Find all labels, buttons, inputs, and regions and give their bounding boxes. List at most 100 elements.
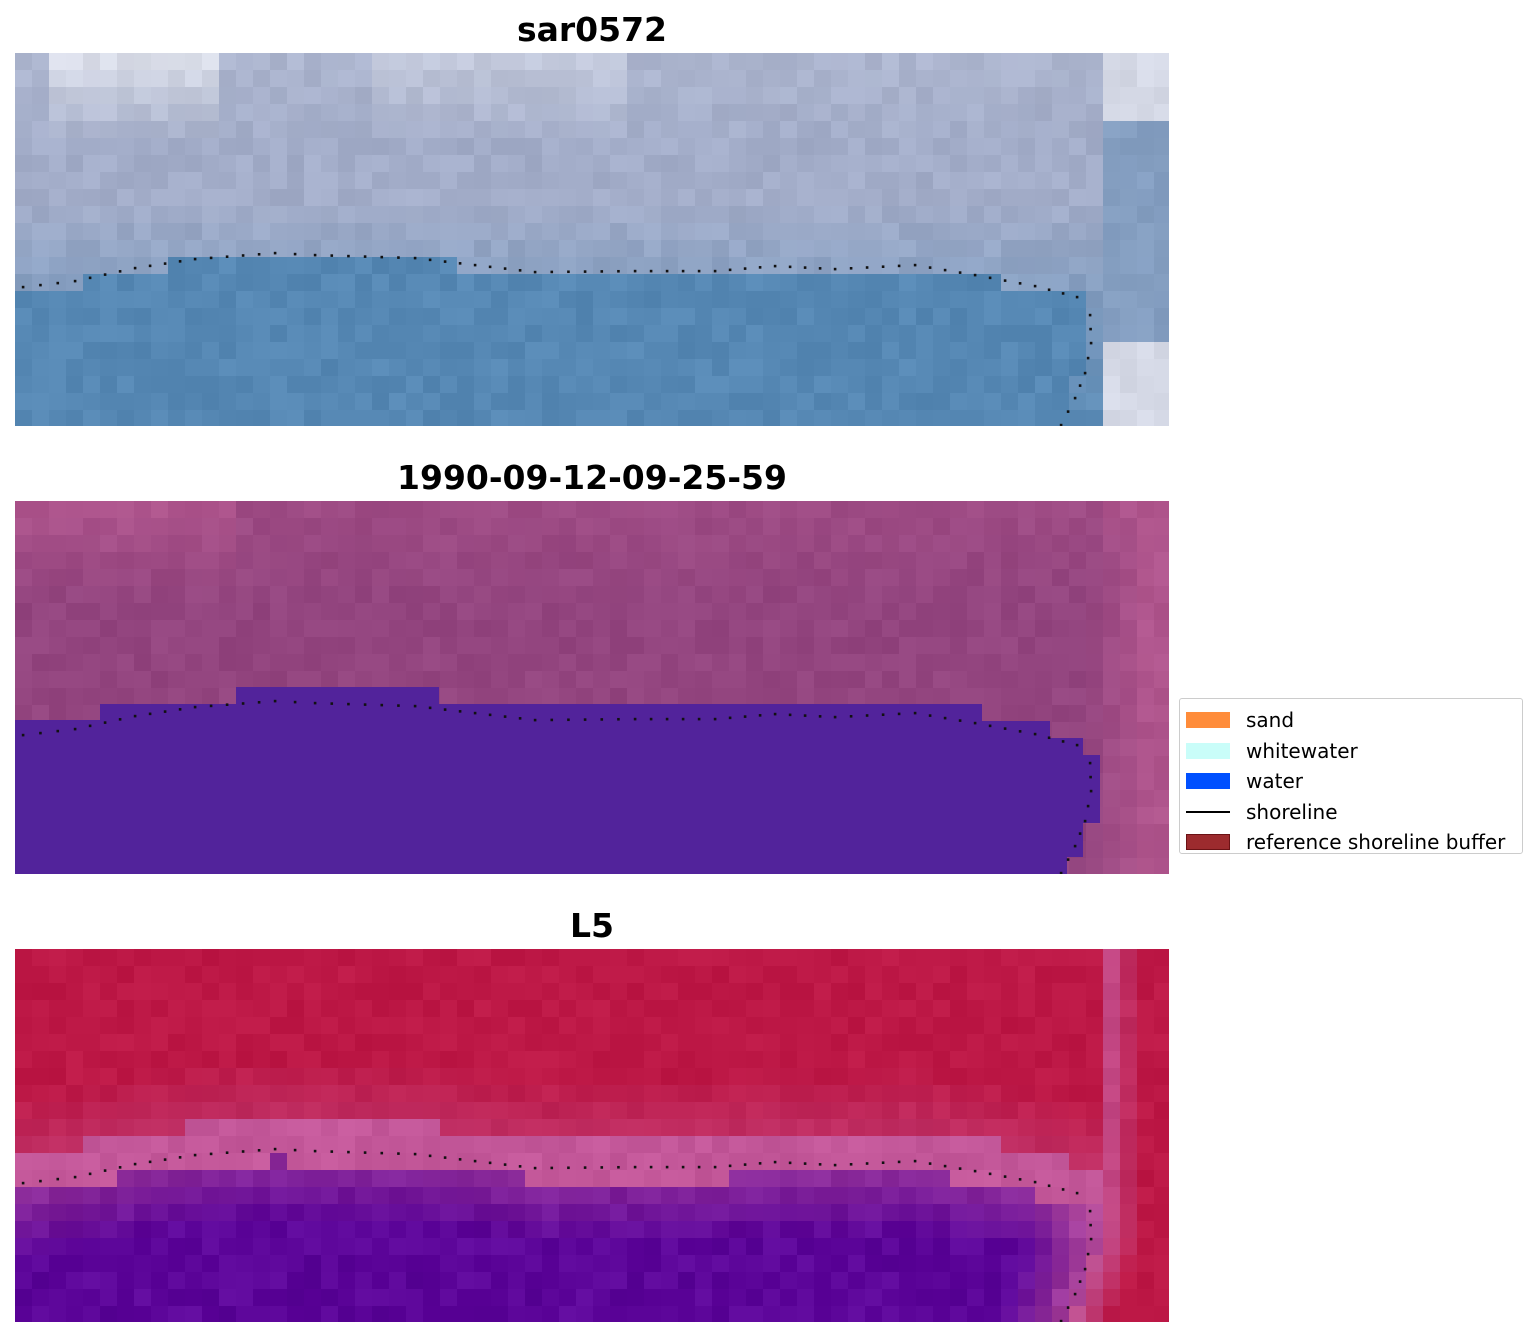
- shoreline-point: [56, 729, 60, 733]
- shoreline-point: [56, 1177, 60, 1181]
- shoreline-point: [788, 1161, 792, 1165]
- shoreline-point: [881, 265, 885, 268]
- shoreline-point: [443, 708, 447, 711]
- shoreline-point: [665, 269, 669, 273]
- shoreline-point: [193, 705, 197, 709]
- shoreline-point: [473, 711, 477, 715]
- shoreline-point: [743, 715, 747, 718]
- shoreline-point: [397, 1152, 400, 1155]
- shoreline-point: [633, 269, 637, 273]
- shoreline-point: [913, 711, 917, 715]
- shoreline-point: [503, 1163, 507, 1166]
- shoreline-point: [533, 1166, 537, 1170]
- shoreline-point: [133, 1162, 137, 1166]
- rgb-image-panel: [15, 53, 1169, 426]
- shoreline-point: [649, 1165, 653, 1169]
- shoreline-point: [39, 1179, 42, 1183]
- shoreline-point: [428, 258, 432, 262]
- legend-item-water: water: [1186, 766, 1516, 797]
- shoreline-point: [209, 704, 213, 708]
- shoreline-point: [488, 713, 492, 717]
- shoreline-point: [148, 1160, 152, 1164]
- shoreline-point: [1073, 396, 1077, 400]
- shoreline-point: [958, 1167, 962, 1170]
- shoreline-point: [1078, 832, 1082, 835]
- shoreline-point: [363, 255, 367, 258]
- shoreline-point: [1018, 282, 1022, 285]
- shoreline-point: [881, 713, 885, 716]
- shoreline-point: [380, 1151, 384, 1155]
- shoreline-point: [1089, 789, 1093, 793]
- shoreline-point: [728, 716, 732, 720]
- shoreline-point: [943, 268, 947, 272]
- shoreline-point: [209, 256, 213, 260]
- shoreline-point: [550, 718, 554, 722]
- shoreline-point: [803, 266, 807, 269]
- legend: sand whitewater water shoreline referenc…: [1179, 698, 1523, 854]
- shoreline-point: [1089, 775, 1092, 779]
- shoreline-point: [103, 1169, 107, 1172]
- shoreline-point: [193, 257, 197, 261]
- shoreline-point: [773, 264, 777, 268]
- shoreline-point: [988, 276, 992, 280]
- shoreline-point: [273, 699, 277, 703]
- legend-item-shoreline: shoreline: [1186, 797, 1516, 828]
- shoreline-point: [103, 273, 107, 276]
- shoreline-point: [849, 1163, 853, 1166]
- shoreline-point: [428, 706, 432, 710]
- shoreline-point: [773, 712, 777, 716]
- shoreline-point: [1078, 384, 1082, 387]
- shoreline-point: [1047, 288, 1051, 292]
- shoreline-point: [1061, 1188, 1065, 1191]
- legend-item-reference-buffer: reference shoreline buffer: [1186, 827, 1516, 858]
- shoreline-point: [313, 1149, 317, 1153]
- shoreline-point: [928, 714, 932, 717]
- shoreline-point: [550, 1166, 554, 1170]
- shoreline-point: [567, 1166, 570, 1170]
- legend-item-sand: sand: [1186, 705, 1516, 736]
- legend-label: reference shoreline buffer: [1246, 830, 1506, 855]
- shoreline-point: [1075, 295, 1079, 299]
- shoreline-point: [973, 721, 977, 725]
- shoreline-point: [293, 1148, 297, 1152]
- shoreline-point: [503, 267, 507, 270]
- legend-label: whitewater: [1246, 738, 1358, 763]
- shoreline-point: [257, 701, 261, 704]
- shoreline-point: [881, 1161, 885, 1164]
- shoreline-point: [21, 1181, 25, 1185]
- shoreline-point: [913, 1159, 917, 1163]
- shoreline-point: [743, 1163, 747, 1166]
- shoreline-point: [1059, 871, 1063, 874]
- shoreline-point: [225, 255, 229, 258]
- rgb-image: [15, 53, 1169, 426]
- shoreline-point: [1073, 844, 1077, 848]
- reference-buffer-swatch: [1186, 834, 1230, 851]
- legend-item-whitewater: whitewater: [1186, 736, 1516, 767]
- panel-title-classified: 1990-09-12-09-25-59: [397, 458, 787, 497]
- shoreline-point: [1047, 1184, 1051, 1188]
- shoreline-point: [397, 256, 400, 259]
- shoreline-point: [550, 270, 554, 274]
- sand-swatch: [1186, 712, 1230, 729]
- shoreline-point: [241, 1150, 245, 1153]
- shoreline-point: [1086, 804, 1090, 808]
- shoreline-point: [103, 721, 107, 724]
- shoreline-point: [473, 263, 477, 267]
- shoreline-point: [649, 269, 653, 273]
- shoreline-point: [413, 704, 417, 708]
- shoreline-point: [681, 1165, 685, 1169]
- shoreline-point: [713, 269, 717, 273]
- shoreline-point: [865, 1162, 869, 1165]
- shoreline-point: [928, 266, 932, 269]
- shoreline-point: [943, 1164, 947, 1168]
- shoreline-point: [178, 708, 182, 711]
- shoreline-point: [958, 271, 962, 274]
- shoreline-point: [1075, 743, 1079, 747]
- index-image: [15, 949, 1169, 1322]
- shoreline-point: [788, 713, 792, 717]
- shoreline-point: [1089, 1223, 1092, 1227]
- shoreline-point: [118, 270, 122, 273]
- shoreline-point: [1083, 819, 1087, 823]
- shoreline-point: [458, 1158, 462, 1161]
- shoreline-point: [1003, 727, 1007, 730]
